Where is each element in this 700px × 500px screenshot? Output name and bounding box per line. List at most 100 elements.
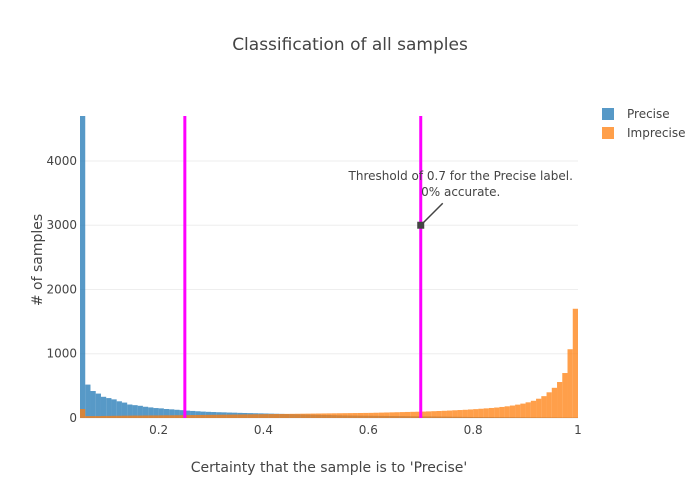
y-tick-label: 4000 [46, 154, 77, 168]
imprecise-bar [425, 411, 432, 418]
imprecise-bar [478, 408, 484, 418]
imprecise-bar [530, 400, 537, 418]
x-tick-label: 0.6 [359, 423, 378, 437]
imprecise-bar [410, 411, 416, 418]
imprecise-bar [373, 412, 379, 418]
y-axis-ticks: 0 1000 2000 3000 4000 [46, 154, 77, 425]
imprecise-bar [504, 406, 510, 418]
y-tick-label: 1000 [46, 347, 77, 361]
imprecise-bar [546, 392, 552, 418]
precise-bar [142, 406, 149, 418]
precise-bar [195, 411, 201, 418]
imprecise-bar [100, 415, 107, 418]
imprecise-bar [121, 415, 128, 418]
imprecise-bar [415, 411, 421, 418]
imprecise-bar [363, 412, 369, 418]
y-tick-label: 3000 [46, 218, 77, 232]
imprecise-bar [342, 413, 348, 418]
precise-bar [153, 408, 159, 418]
precise-bar [90, 391, 96, 418]
imprecise-bar [221, 414, 227, 418]
imprecise-bar [174, 415, 180, 418]
imprecise-bar [132, 415, 138, 418]
imprecise-bar [279, 413, 285, 418]
imprecise-bar [153, 415, 159, 418]
imprecise-bar [252, 414, 259, 418]
imprecise-bar [300, 413, 306, 418]
imprecise-bar [310, 413, 316, 418]
imprecise-bar [326, 413, 332, 418]
imprecise-bar [169, 415, 175, 418]
imprecise-bar [237, 414, 243, 418]
imprecise-bar [331, 413, 337, 418]
x-tick-label: 0.4 [254, 423, 273, 437]
y-axis-label: # of samples [30, 214, 46, 306]
imprecise-bar [294, 413, 301, 418]
precise-bar [132, 405, 138, 418]
imprecise-bar [258, 414, 264, 418]
y-tick-label: 2000 [46, 282, 77, 296]
imprecise-bar [284, 413, 290, 418]
legend-swatch-imprecise [602, 127, 614, 139]
imprecise-bar [467, 409, 474, 418]
x-axis-label: Certainty that the sample is to 'Precise… [191, 460, 467, 476]
imprecise-bar [488, 407, 495, 418]
legend[interactable]: Precise Imprecise [602, 107, 685, 140]
imprecise-bar [148, 415, 154, 418]
annotation-arrow [420, 202, 444, 226]
x-tick-label: 1 [574, 423, 582, 437]
precise-bar [163, 409, 170, 418]
imprecise-bar [368, 412, 374, 418]
precise-bar [100, 396, 107, 418]
imprecise-bar [405, 411, 411, 418]
imprecise-bar [95, 416, 101, 418]
imprecise-bar [509, 405, 516, 418]
imprecise-bar [321, 413, 327, 418]
imprecise-bar [242, 414, 248, 418]
threshold-lines [183, 116, 423, 418]
imprecise-bar [446, 410, 453, 418]
annotation-line-1: Threshold of 0.7 for the Precise label. [348, 169, 573, 183]
precise-bar [190, 410, 196, 418]
imprecise-bar [389, 412, 395, 418]
imprecise-bar [216, 414, 222, 418]
precise-bar [169, 409, 175, 418]
gridlines [80, 160, 578, 419]
precise-bar [184, 410, 191, 418]
imprecise-bar [158, 415, 164, 418]
imprecise-bar [336, 413, 343, 418]
imprecise-bar [457, 410, 463, 418]
imprecise-bar [106, 415, 112, 418]
legend-item-precise[interactable]: Precise [602, 107, 670, 121]
y-tick-label: 0 [69, 411, 77, 425]
precise-bar [127, 404, 133, 418]
imprecise-bar [163, 415, 170, 418]
annotation-marker [417, 221, 425, 229]
imprecise-bar [268, 414, 274, 418]
x-tick-label: 0.2 [149, 423, 168, 437]
imprecise-bar [179, 415, 185, 418]
imprecise-bar [305, 413, 311, 418]
imprecise-bar [431, 411, 437, 418]
precise-bar [174, 409, 180, 418]
x-axis-ticks: 0.2 0.4 0.6 0.8 1 [149, 423, 582, 437]
legend-item-imprecise[interactable]: Imprecise [602, 126, 685, 140]
imprecise-bar [494, 407, 500, 418]
imprecise-bar [352, 413, 358, 418]
precise-bar [158, 408, 164, 418]
imprecise-bar [111, 415, 117, 418]
imprecise-bar [200, 414, 206, 418]
imprecise-bar [205, 414, 212, 418]
precise-bar [200, 411, 206, 418]
imprecise-bar [441, 410, 447, 418]
imprecise-bar [184, 415, 191, 418]
imprecise-bar [399, 412, 406, 418]
imprecise-bar [525, 402, 531, 418]
imprecise-bar [420, 411, 426, 418]
imprecise-bar [80, 409, 86, 418]
precise-bar [148, 407, 154, 418]
imprecise-bar [436, 410, 442, 418]
precise-bar [111, 399, 117, 418]
imprecise-bars [80, 308, 578, 418]
